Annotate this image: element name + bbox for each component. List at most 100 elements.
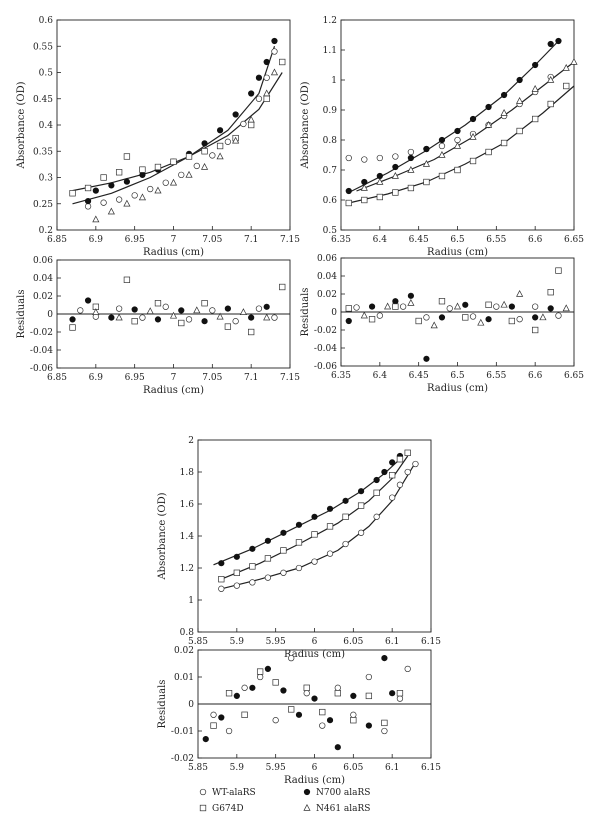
data-point (123, 153, 131, 160)
y-tick-label: 1.2 (180, 564, 194, 574)
data-point (361, 196, 368, 204)
data-point (84, 184, 92, 192)
series-n461-alars (360, 289, 570, 329)
data-point (249, 563, 256, 570)
data-point (532, 115, 539, 123)
data-point (438, 142, 446, 150)
x-tick-label: 5.85 (188, 637, 208, 647)
data-point (193, 162, 200, 170)
series-wt-alars (345, 73, 554, 163)
data-point (345, 154, 352, 162)
data-point (264, 574, 272, 581)
data-point (368, 303, 376, 310)
y-tick-label: -0.04 (314, 344, 337, 354)
x-tick-label: 6.95 (125, 373, 145, 383)
data-point (547, 289, 554, 296)
data-point (255, 95, 263, 102)
fit-curve (213, 458, 401, 566)
y-tick-label: 0.5 (39, 69, 54, 79)
x-tick-label: 6.5 (450, 371, 465, 381)
data-point (202, 735, 209, 743)
x-tick-label: 6.15 (421, 637, 441, 647)
data-point (396, 695, 404, 702)
data-point (232, 136, 240, 144)
x-tick-label: 6.95 (125, 235, 145, 245)
data-point (263, 303, 270, 310)
x-tick-label: 5.85 (188, 763, 208, 773)
y-tick-label: 0.5 (323, 226, 338, 236)
x-tick-label: 6.4 (373, 371, 388, 381)
data-point (255, 74, 263, 81)
y-tick-label: 1.1 (323, 46, 337, 56)
data-point (218, 560, 225, 567)
data-point (178, 171, 185, 179)
y-tick-label: -0.06 (314, 362, 337, 372)
data-point (233, 569, 240, 576)
series-g674d (69, 276, 286, 336)
data-point (423, 178, 430, 186)
data-point (249, 684, 256, 691)
data-point (303, 684, 310, 691)
data-point (392, 153, 399, 160)
data-point (407, 298, 415, 306)
data-point (469, 115, 477, 123)
x-tick-label: 6.85 (47, 235, 67, 245)
data-point (389, 690, 396, 697)
x-tick-label: 6.45 (409, 371, 429, 381)
y-tick-label: 1 (188, 596, 194, 606)
x-tick-label: 6.65 (564, 371, 584, 381)
data-point (376, 312, 383, 319)
data-point (539, 313, 547, 321)
fit-curve (72, 72, 283, 192)
data-point (263, 313, 271, 321)
data-point (248, 90, 255, 97)
data-point (547, 305, 554, 312)
data-point (263, 74, 270, 81)
data-point (342, 540, 349, 548)
series-g674d (210, 668, 404, 729)
data-point (225, 690, 233, 697)
data-point (326, 523, 334, 530)
x-tick-label: 5.9 (230, 637, 245, 647)
series-n461-alars (92, 306, 271, 321)
data-point (412, 460, 419, 468)
data-point (381, 727, 388, 735)
data-point (423, 314, 430, 321)
data-point (92, 187, 99, 194)
data-point (264, 665, 272, 673)
data-point (345, 199, 352, 207)
data-point (396, 481, 404, 488)
x-tick-label: 6.55 (486, 371, 506, 381)
data-point (500, 300, 508, 308)
data-point (454, 127, 461, 135)
data-point (123, 276, 131, 283)
data-point (493, 303, 500, 310)
data-point (139, 171, 146, 178)
y-tick-label: 0.35 (33, 147, 53, 157)
series-wt-alars (353, 303, 562, 323)
y-tick-label: 0.45 (33, 95, 53, 105)
data-point (256, 668, 264, 675)
data-point (430, 321, 438, 329)
data-point (532, 303, 539, 310)
data-point (162, 179, 169, 186)
x-tick-label: 6.6 (528, 235, 543, 245)
legend-label: WT-alaRS (212, 788, 256, 798)
plot-frame (340, 19, 575, 231)
data-point (295, 539, 303, 546)
y-tick-label: 0.06 (33, 256, 53, 266)
data-point (201, 318, 208, 325)
y-tick-label: 0.25 (33, 200, 53, 210)
legend-label: G674D (212, 804, 244, 814)
data-point (201, 148, 208, 155)
y-tick-label: -0.02 (314, 326, 337, 336)
y-tick-label: -0.06 (30, 364, 53, 374)
legend-marker-open-triangle (303, 803, 311, 811)
y-tick-label: 0.04 (33, 274, 53, 284)
x-tick-label: 6 (312, 763, 318, 773)
data-point (389, 494, 396, 501)
data-point (216, 152, 224, 160)
x-tick-label: 7.15 (280, 373, 300, 383)
data-point (224, 305, 231, 312)
data-point (334, 684, 341, 691)
